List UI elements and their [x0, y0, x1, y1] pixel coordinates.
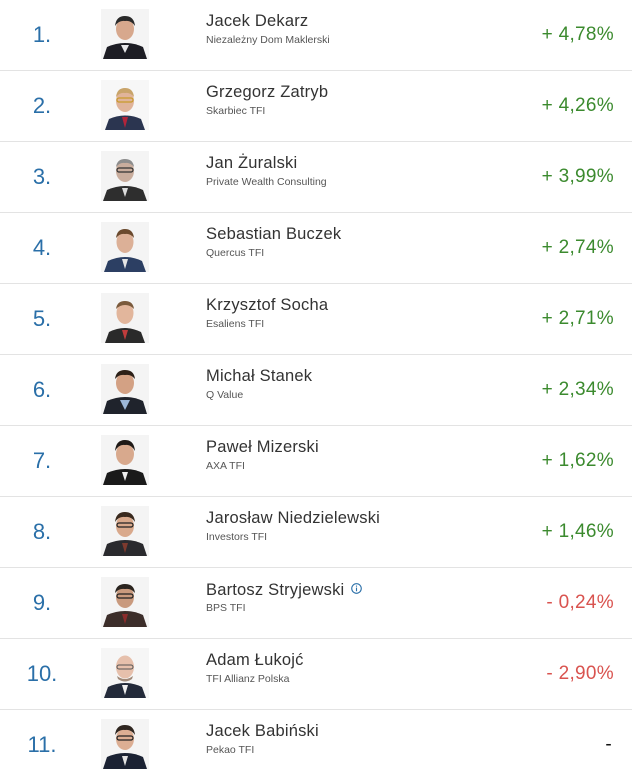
- ranking-row[interactable]: 5. Krzysztof Socha Esaliens TFI + 2,71%: [0, 284, 632, 355]
- rank-number: 9.: [32, 590, 52, 615]
- rank-number: 6.: [32, 377, 52, 402]
- ranking-row[interactable]: 2. Grzegorz Zatryb Skarbiec TFI + 4,26%: [0, 71, 632, 142]
- avatar: [101, 648, 149, 698]
- company-name: Skarbiec TFI: [206, 105, 266, 117]
- person-name: Jarosław Niedzielewski: [206, 509, 381, 527]
- company-name: Quercus TFI: [206, 247, 265, 259]
- return-value: + 1,62%: [541, 450, 614, 471]
- rank-number: 3.: [32, 164, 52, 189]
- ranking-row[interactable]: 10. Adam Łukojć TFI Allianz Polska - 2,9…: [0, 639, 632, 710]
- return-value: + 4,26%: [541, 95, 614, 116]
- rank-number: 1.: [32, 22, 52, 47]
- person-name: Jacek Babiński: [206, 722, 319, 740]
- ranking-row[interactable]: 9. Bartosz Stryjewski BPS TFI - 0,24%: [0, 568, 632, 639]
- return-value: - 2,90%: [546, 663, 614, 684]
- ranking-row[interactable]: 6. Michał Stanek Q Value + 2,34%: [0, 355, 632, 426]
- return-value: + 4,78%: [541, 24, 614, 45]
- person-name: Jan Żuralski: [206, 154, 298, 172]
- company-name: Niezależny Dom Maklerski: [206, 34, 330, 46]
- ranking-row[interactable]: 11. Jacek Babiński Pekao TFI -: [0, 710, 632, 780]
- avatar: [101, 151, 149, 201]
- rank-number: 8.: [32, 519, 52, 544]
- person-name: Paweł Mizerski: [206, 438, 319, 456]
- rank-number: 11.: [27, 732, 57, 757]
- avatar: [101, 506, 149, 556]
- person-name: Krzysztof Socha: [206, 296, 329, 314]
- avatar: [101, 435, 149, 485]
- avatar: [101, 577, 149, 627]
- return-value: + 1,46%: [541, 521, 614, 542]
- company-name: AXA TFI: [206, 460, 245, 472]
- ranking-row[interactable]: 4. Sebastian Buczek Quercus TFI + 2,74%: [0, 213, 632, 284]
- rank-number: 4.: [32, 235, 52, 260]
- person-name: Grzegorz Zatryb: [206, 83, 329, 101]
- company-name: Esaliens TFI: [206, 318, 265, 330]
- rank-number: 10.: [26, 661, 58, 686]
- return-value: + 3,99%: [541, 166, 614, 187]
- ranking-row[interactable]: 3. Jan Żuralski Private Wealth Consultin…: [0, 142, 632, 213]
- person-name-text: Bartosz Stryjewski: [206, 581, 345, 599]
- rank-number: 7.: [32, 448, 52, 473]
- person-name: Sebastian Buczek: [206, 225, 342, 243]
- return-value: + 2,74%: [541, 237, 614, 258]
- person-name: Jacek Dekarz: [206, 12, 309, 30]
- return-value: + 2,71%: [541, 308, 614, 329]
- person-name: Adam Łukojć: [206, 651, 304, 669]
- person-name: Michał Stanek: [206, 367, 313, 385]
- rank-number: 5.: [32, 306, 52, 331]
- avatar: [101, 293, 149, 343]
- ranking-row[interactable]: 8. Jarosław Niedzielewski Investors TFI …: [0, 497, 632, 568]
- company-name: BPS TFI: [206, 602, 246, 614]
- avatar: [101, 364, 149, 414]
- avatar: [101, 80, 149, 130]
- return-value: -: [605, 734, 612, 755]
- avatar: [101, 9, 149, 59]
- avatar: [101, 222, 149, 272]
- rank-number: 2.: [32, 93, 52, 118]
- return-value: - 0,24%: [546, 592, 614, 613]
- company-name: Q Value: [206, 389, 244, 401]
- company-name: Investors TFI: [206, 531, 268, 543]
- avatar: [101, 719, 149, 769]
- return-value: + 2,34%: [541, 379, 614, 400]
- ranking-row[interactable]: 7. Paweł Mizerski AXA TFI + 1,62%: [0, 426, 632, 497]
- ranking-row[interactable]: 1. Jacek Dekarz Niezależny Dom Maklerski…: [0, 0, 632, 71]
- info-circle-icon[interactable]: [351, 580, 363, 594]
- company-name: Private Wealth Consulting: [206, 176, 327, 188]
- company-name: Pekao TFI: [206, 744, 255, 756]
- company-name: TFI Allianz Polska: [206, 673, 290, 685]
- person-name: Bartosz Stryjewski: [206, 580, 363, 600]
